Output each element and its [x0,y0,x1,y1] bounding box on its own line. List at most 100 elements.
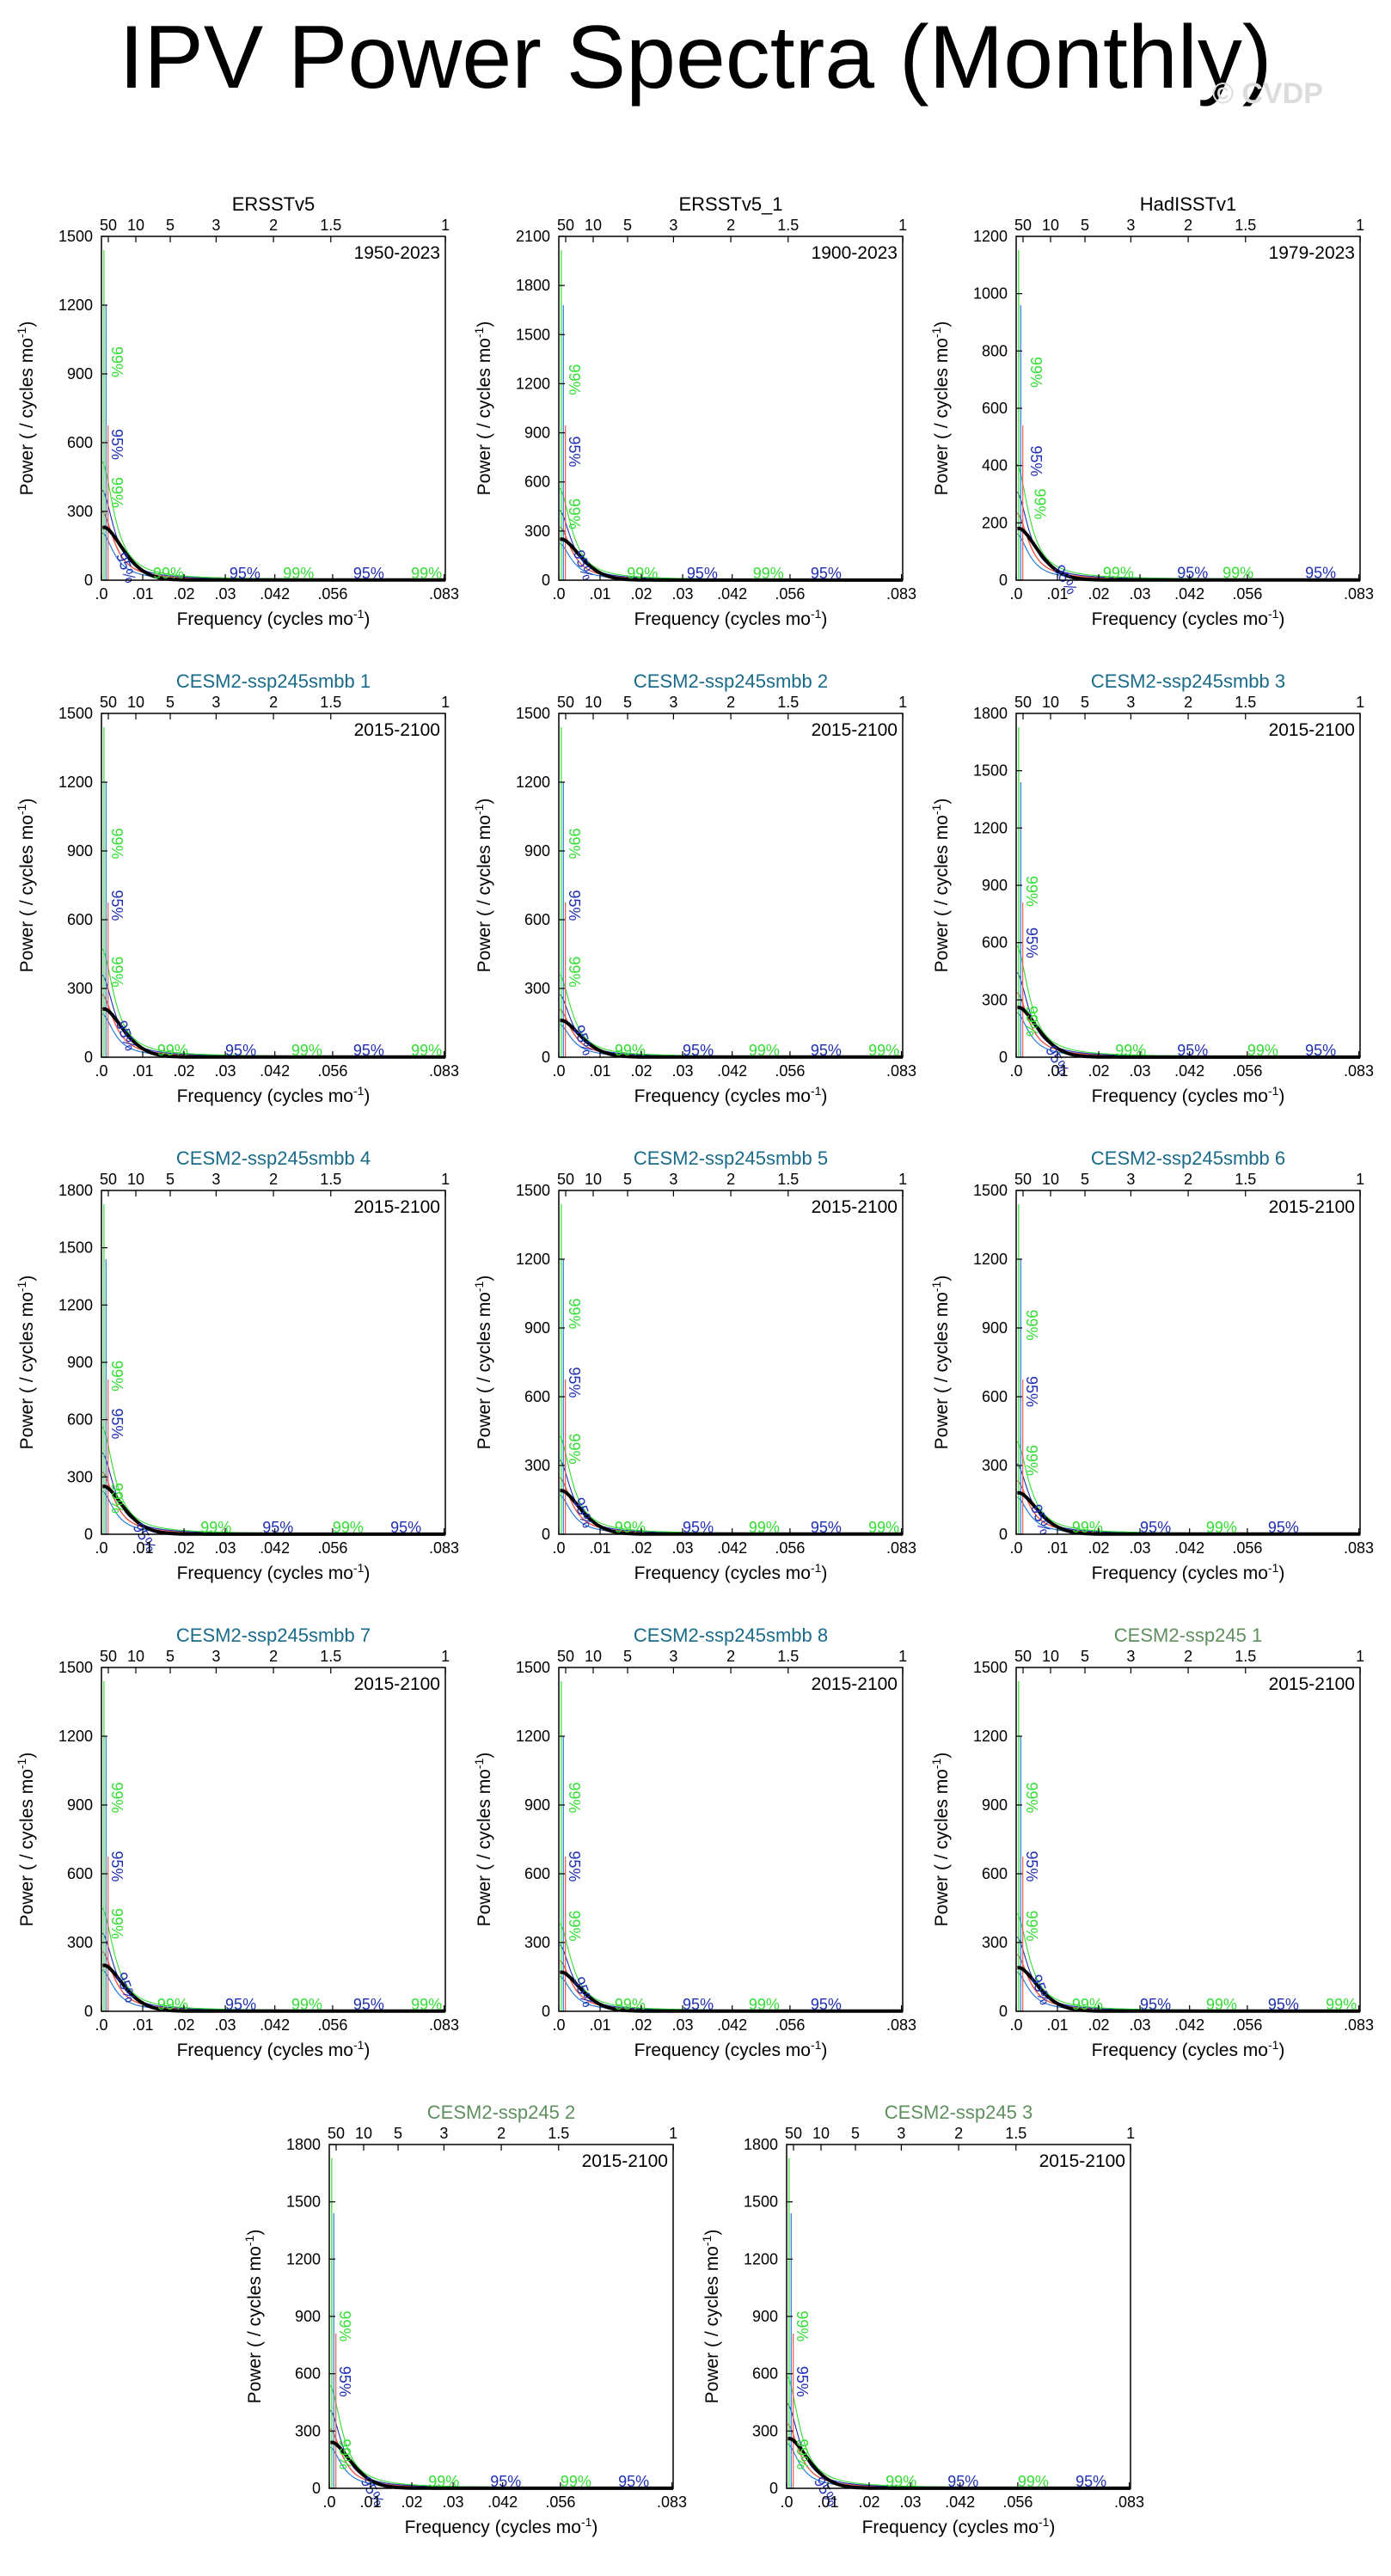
y-tick-label: 300 [752,2422,778,2439]
period-tick-label: 1 [1356,217,1364,234]
period-tick-label: 1 [441,217,450,234]
ci99-label: 99% [336,2310,353,2341]
power-spectrum-line [560,1019,903,1059]
ci95-label: 95% [566,436,583,467]
period-tick-label: 2 [269,217,278,234]
y-tick-label: 600 [295,2365,321,2383]
period-tick-label: 5 [166,217,175,234]
red-noise-curve [1016,1479,1360,1535]
ci99-label: 99% [1027,357,1045,388]
ci99-label: 99% [1032,488,1049,519]
y-axis-label-text: Power ( / cycles mo [932,815,952,972]
ci95-curve [101,975,445,1057]
y-tick-label: 900 [982,1796,1008,1814]
x-tick-label: .03 [672,585,694,603]
x-tick-label: .03 [443,2493,464,2511]
y-tick-label: 1800 [516,277,550,294]
x-axis-label: Frequency (cycles mo-1) [634,1561,828,1583]
x-tick-label: .042 [487,2493,518,2511]
x-tick-label: .042 [945,2493,975,2511]
x-tick-label: .03 [215,2016,236,2034]
x-tick-label: .01 [132,1539,154,1557]
x-axis-label-exponent: -1 [1268,1084,1279,1098]
y-tick-label: 900 [67,365,93,382]
y-tick-label: 300 [524,523,550,540]
x-axis-label-text: Frequency (cycles mo [1092,2041,1268,2060]
period-tick-label: 1.5 [777,217,799,234]
ci95-label: 95% [108,1408,126,1439]
ci99-label: 99% [411,565,442,582]
x-axis-label-close: ) [1278,609,1284,629]
y-tick-label: 1200 [58,297,93,314]
x-tick-label: .042 [1174,1062,1204,1080]
x-axis-label-exponent: -1 [1039,2515,1050,2529]
period-tick-label: 5 [1081,217,1089,234]
y-axis-label-exponent: -1 [242,2235,256,2246]
ci99-label: 99% [627,565,658,582]
ci99-label: 99% [794,2438,811,2469]
x-tick-label: .0 [322,2493,335,2511]
ci95-label: 95% [353,1042,384,1059]
y-tick-label: 300 [524,1457,550,1474]
x-tick-label: .03 [1130,585,1151,603]
x-tick-label: .0 [1009,2016,1022,2034]
x-tick-label: .083 [429,1062,459,1080]
ci99-curve [559,487,903,580]
y-tick-label: 1000 [973,285,1008,303]
ci95-label: 95% [683,1996,714,2013]
x-tick-label: .02 [859,2493,880,2511]
ci95-label: 95% [683,1519,714,1536]
ci99-label: 99% [108,477,126,508]
year-range-label: 2015-2100 [812,1197,898,1217]
y-axis-label-close: ) [932,1753,952,1759]
ci99-label: 99% [615,1519,646,1536]
x-tick-label: .056 [775,1539,805,1557]
ci99-curve [559,1435,903,1534]
spectrum-panel: CESM2-ssp245smbb 1 2015-2100 99% 95% 99% 95% 9… [15,670,459,1106]
period-tick-label: 50 [100,1171,117,1188]
x-tick-label: .042 [260,2016,290,2034]
x-tick-label: .03 [900,2493,922,2511]
panel-title: CESM2-ssp245 1 [1114,1625,1262,1646]
x-tick-label: .03 [672,2016,694,2034]
x-tick-label: .083 [1344,585,1374,603]
spectrum-panel: CESM2-ssp245 1 2015-2100 99% 95% 99% 95% 99% 95… [929,1625,1374,2060]
x-tick-label: .0 [1009,1539,1022,1557]
y-tick-label: 600 [67,434,93,451]
x-axis-label-text: Frequency (cycles mo [634,1563,811,1583]
y-tick-label: 1500 [973,762,1008,780]
ci95-label: 95% [947,2473,978,2490]
y-tick-label: 0 [84,2003,93,2020]
y-tick-label: 1500 [973,1182,1008,1199]
x-tick-label: .02 [1088,2016,1110,2034]
y-axis-label: Power ( / cycles mo-1) [15,1753,37,1927]
ci99-label: 99% [1072,1996,1103,2013]
period-tick-label: 10 [585,694,602,711]
spectrum-panel: CESM2-ssp245smbb 7 2015-2100 99% 95% 99% 95% 9… [15,1625,459,2060]
y-axis-label-close: ) [245,2230,265,2236]
y-tick-label: 0 [999,1049,1008,1066]
y-tick-label: 400 [982,457,1008,474]
period-tick-label: 1.5 [777,1171,799,1188]
page-title: IPV Power Spectra (Monthly) [119,8,1272,107]
x-axis-label-close: ) [821,1086,827,1106]
period-tick-label: 5 [394,2125,402,2142]
ci99-label: 99% [749,1519,780,1536]
year-range-label: 2015-2100 [1269,1197,1355,1217]
period-tick-label: 5 [1081,1648,1089,1665]
x-tick-label: .083 [429,1539,459,1557]
period-tick-label: 3 [211,1648,220,1665]
x-axis-label-close: ) [1278,1086,1284,1106]
period-tick-label: 1.5 [1235,1648,1256,1665]
period-tick-label: 50 [557,217,574,234]
ci95-label: 95% [1268,1996,1299,2013]
y-axis-label-close: ) [475,1753,494,1759]
panel-title: CESM2-ssp245smbb 3 [1091,670,1285,692]
period-tick-label: 10 [127,1171,144,1188]
ci99-label: 99% [291,1042,322,1059]
ci95-curve [1016,1937,1360,2011]
ci95-label: 95% [811,1042,842,1059]
x-axis-label-close: ) [1049,2518,1055,2537]
x-axis-label-text: Frequency (cycles mo [405,2518,581,2537]
y-tick-label: 900 [67,1796,93,1814]
